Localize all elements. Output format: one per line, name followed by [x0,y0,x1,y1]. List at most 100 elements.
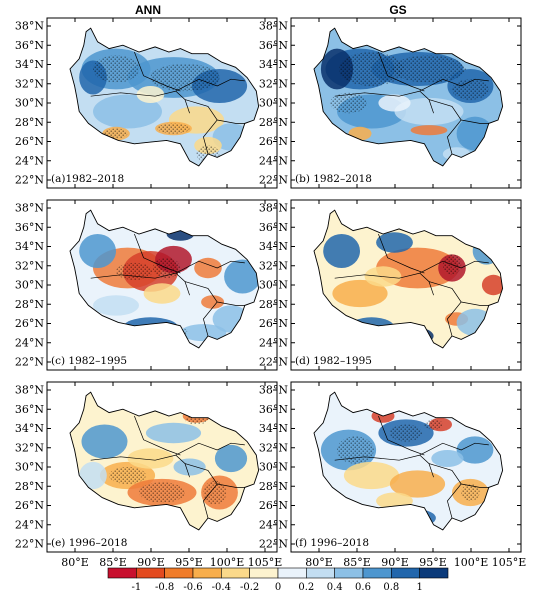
lat-tick-label: 22°N [259,538,288,551]
colorbar-swatch [164,567,194,579]
subregion-border [378,51,425,92]
significance-stipple [115,262,153,280]
column-title-gs: GS [389,3,407,17]
subregion-border [175,78,245,92]
lon-tick-label: 90°E [381,556,409,569]
lat-tick-label: 36°N [259,39,288,52]
significance-stipple [452,79,489,100]
lat-tick-label: 30°N [259,97,288,110]
subregion-border [134,233,181,274]
lon-tick-label: 85°E [99,556,127,569]
colorbar-swatch [391,567,420,579]
subregion-border [90,272,190,296]
subregion-border [90,454,190,478]
lat-tick-label: 24°N [15,518,44,531]
plateau-outline [313,209,504,349]
lat-tick-label: 36°N [15,403,44,416]
subregion-border [378,233,425,274]
subregion-border [419,260,489,274]
lat-tick-label: 26°N [15,499,44,512]
colorbar-swatch [249,567,279,579]
lat-tick-label: 28°N [15,480,44,493]
lat-tick-label: 28°N [259,480,288,493]
lon-tick-label: 85°E [343,556,371,569]
map-panel-c: 38°N 36°N 34°N 32°N 30°N 28°N 26°N 24°N 22°N (c) … [15,199,278,371]
lat-tick-label: 26°N [15,317,44,330]
lat-tick-label: 28°N [259,298,288,311]
plateau-outline [69,27,260,167]
lon-tick-label: 95°E [175,556,203,569]
significance-stipple [203,480,227,505]
map-panel-e: 38°N 36°N 34°N 32°N 30°N 28°N 26°N 24°N 22°N 80°E… [15,381,283,569]
significance-stipple [461,484,480,501]
lon-tick-label: 100°E [210,556,245,569]
lat-tick-label: 24°N [15,154,44,167]
significance-stipple [339,52,404,86]
colorbar-label: 1 [416,582,422,593]
lat-tick-label: 22°N [15,174,44,187]
subregion-border [217,483,245,488]
colorbar-swatch [107,567,137,579]
lat-tick-label: 38°N [259,384,288,397]
colorbar-swatch [192,567,222,579]
colorbar: -1 -0.8 -0.6 -0.4 -0.2 0 0.2 0.4 0.6 0.8 1 [107,567,449,593]
lat-tick-label: 32°N [15,441,44,454]
lat-tick-label: 34°N [259,240,288,253]
lat-tick-label: 28°N [259,116,288,129]
subregion-border [461,483,489,488]
panel-label: (f) 1996–2018 [295,537,369,549]
lat-tick-label: 34°N [15,58,44,71]
significance-stipple [93,55,139,83]
lat-tick-label: 34°N [15,422,44,435]
subregion-border [461,301,489,306]
colorbar-label: 0.8 [383,582,399,593]
plateau-outline [313,27,504,167]
significance-stipple [139,482,185,503]
lat-tick-label: 32°N [15,77,44,90]
subregion-border [334,272,434,296]
lat-tick-label: 32°N [259,259,288,272]
lon-tick-label: 105°E [248,556,283,569]
lat-tick-label: 32°N [15,259,44,272]
lat-tick-label: 30°N [15,461,44,474]
subregion-border [217,301,245,306]
map-panel-a: 38°N 36°N 34°N 32°N 30°N 28°N 26°N 24°N 22°N (a)1… [15,17,278,189]
lon-tick-label: 80°E [61,556,89,569]
lat-tick-label: 28°N [15,298,44,311]
colorbar-label: -1 [131,582,141,593]
plateau-outline [69,209,260,349]
lat-tick-label: 32°N [259,77,288,90]
lat-tick-label: 22°N [15,356,44,369]
lat-tick-label: 24°N [259,336,288,349]
significance-stipple [104,128,128,139]
lon-tick-label: 100°E [454,556,489,569]
significance-stipple [157,123,190,134]
lat-tick-label: 38°N [259,202,288,215]
subregion-border [461,119,489,124]
lat-tick-label: 30°N [259,461,288,474]
subregion-border [217,119,245,124]
lat-tick-label: 38°N [15,20,44,33]
map-panel-f: 38°N 36°N 34°N 32°N 30°N 28°N 26°N 24°N 22°N 80°E… [259,381,527,569]
panel-label: (c) 1982–1995 [51,355,127,367]
lat-tick-label: 34°N [259,422,288,435]
subregion-border [419,442,489,456]
colorbar-swatch [362,567,392,579]
lon-tick-label: 105°E [492,556,527,569]
lat-tick-label: 26°N [259,499,288,512]
lat-tick-label: 34°N [15,240,44,253]
lat-tick-label: 36°N [15,221,44,234]
panel-label: (d) 1982–1995 [295,355,372,367]
colorbar-swatch [419,567,449,579]
lat-tick-label: 30°N [15,279,44,292]
subregion-border [419,78,489,92]
colorbar-label: 0.6 [355,582,371,593]
subregion-border [90,90,190,114]
colorbar-swatch [136,567,165,579]
lat-tick-label: 22°N [259,174,288,187]
lat-tick-label: 34°N [259,58,288,71]
subregion-border [175,260,245,274]
lat-tick-label: 32°N [259,441,288,454]
lat-tick-label: 36°N [15,39,44,52]
